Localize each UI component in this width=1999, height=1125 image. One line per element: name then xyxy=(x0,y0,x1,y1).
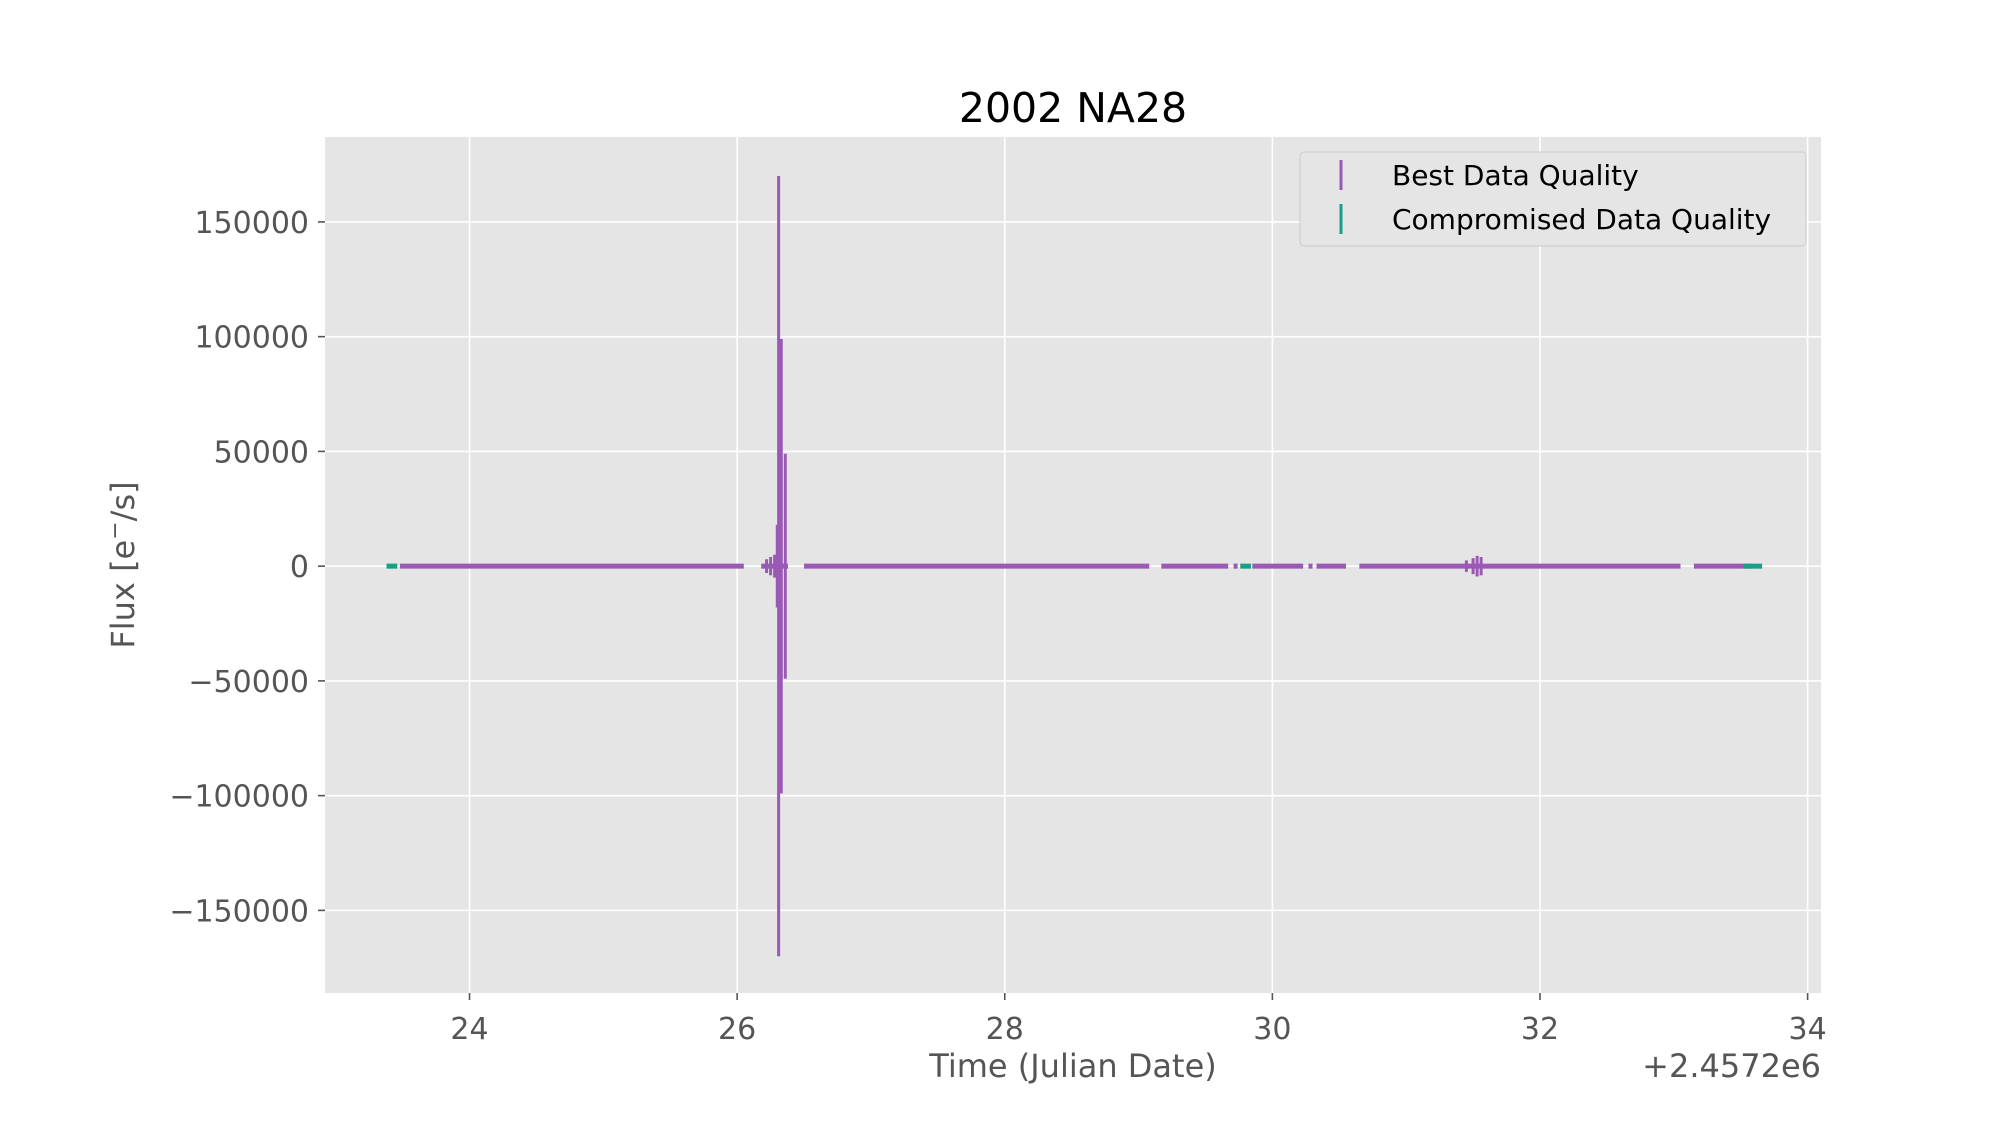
data-segment xyxy=(1359,563,1681,569)
data-segment xyxy=(1252,563,1304,569)
legend-label-compromised: Compromised Data Quality xyxy=(1392,203,1771,236)
y-tick-label: −50000 xyxy=(188,665,309,700)
y-tick-label: −150000 xyxy=(169,894,309,929)
data-segment xyxy=(399,563,744,569)
data-segment xyxy=(386,563,398,569)
y-tick-label: 0 xyxy=(290,550,309,585)
x-tick-label: 34 xyxy=(1789,1012,1827,1047)
data-segment xyxy=(804,563,1150,569)
data-segment xyxy=(1316,563,1346,569)
y-axis-label: Flux [e−/s] xyxy=(103,481,143,648)
data-segment xyxy=(1743,563,1763,569)
data-segment xyxy=(1308,563,1313,569)
legend-label-best: Best Data Quality xyxy=(1392,159,1639,192)
y-tick-label: 100000 xyxy=(194,321,309,356)
data-segment xyxy=(1161,563,1229,569)
y-tick-label: −100000 xyxy=(169,780,309,815)
data-segment xyxy=(1240,563,1251,569)
y-tick-label: 50000 xyxy=(214,435,309,470)
legend: Best Data Quality Compromised Data Quali… xyxy=(1299,151,1807,247)
axis-ticks: 24 26 28 30 32 34 150000 100000 50000 0 −50000 −100… xyxy=(169,206,1826,1047)
series-1 xyxy=(386,563,1763,569)
chart-title: 2002 NA28 xyxy=(959,84,1187,132)
x-tick-label: 32 xyxy=(1521,1012,1559,1047)
y-tick-label: 150000 xyxy=(194,206,309,241)
series-0 xyxy=(399,176,1752,957)
x-axis-offset-label: +2.4572e6 xyxy=(1642,1047,1821,1085)
data-marks xyxy=(386,176,1763,957)
x-tick-label: 26 xyxy=(718,1012,756,1047)
x-tick-label: 24 xyxy=(450,1012,488,1047)
x-tick-label: 30 xyxy=(1253,1012,1291,1047)
data-segment xyxy=(1233,563,1238,569)
x-tick-label: 28 xyxy=(986,1012,1024,1047)
x-axis-label: Time (Julian Date) xyxy=(928,1047,1217,1085)
data-segment xyxy=(1693,563,1752,569)
legend-box xyxy=(1299,151,1807,247)
